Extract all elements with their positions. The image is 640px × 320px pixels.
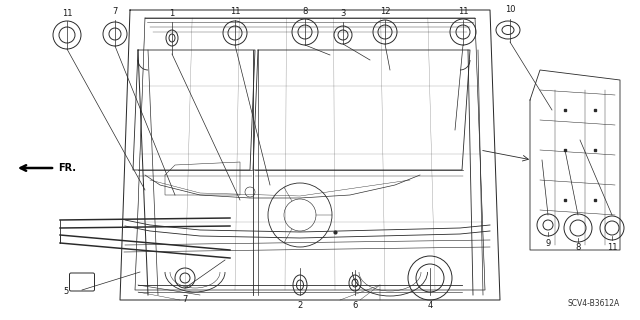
Text: 2: 2: [298, 300, 303, 309]
Text: 6: 6: [352, 300, 358, 309]
Text: 3: 3: [340, 9, 346, 18]
Text: 11: 11: [607, 244, 617, 252]
Text: 11: 11: [61, 9, 72, 18]
Text: FR.: FR.: [58, 163, 76, 173]
Text: 9: 9: [545, 239, 550, 249]
Text: 5: 5: [63, 287, 68, 297]
Text: SCV4-B3612A: SCV4-B3612A: [568, 299, 620, 308]
Text: 4: 4: [428, 300, 433, 309]
Text: 7: 7: [112, 7, 118, 17]
Text: 8: 8: [302, 6, 308, 15]
Text: 11: 11: [230, 7, 240, 17]
Text: 1: 1: [170, 10, 175, 19]
Text: 12: 12: [380, 7, 390, 17]
Text: 10: 10: [505, 5, 515, 14]
Text: 8: 8: [575, 244, 580, 252]
Text: 7: 7: [182, 295, 188, 305]
Text: 11: 11: [458, 7, 468, 17]
